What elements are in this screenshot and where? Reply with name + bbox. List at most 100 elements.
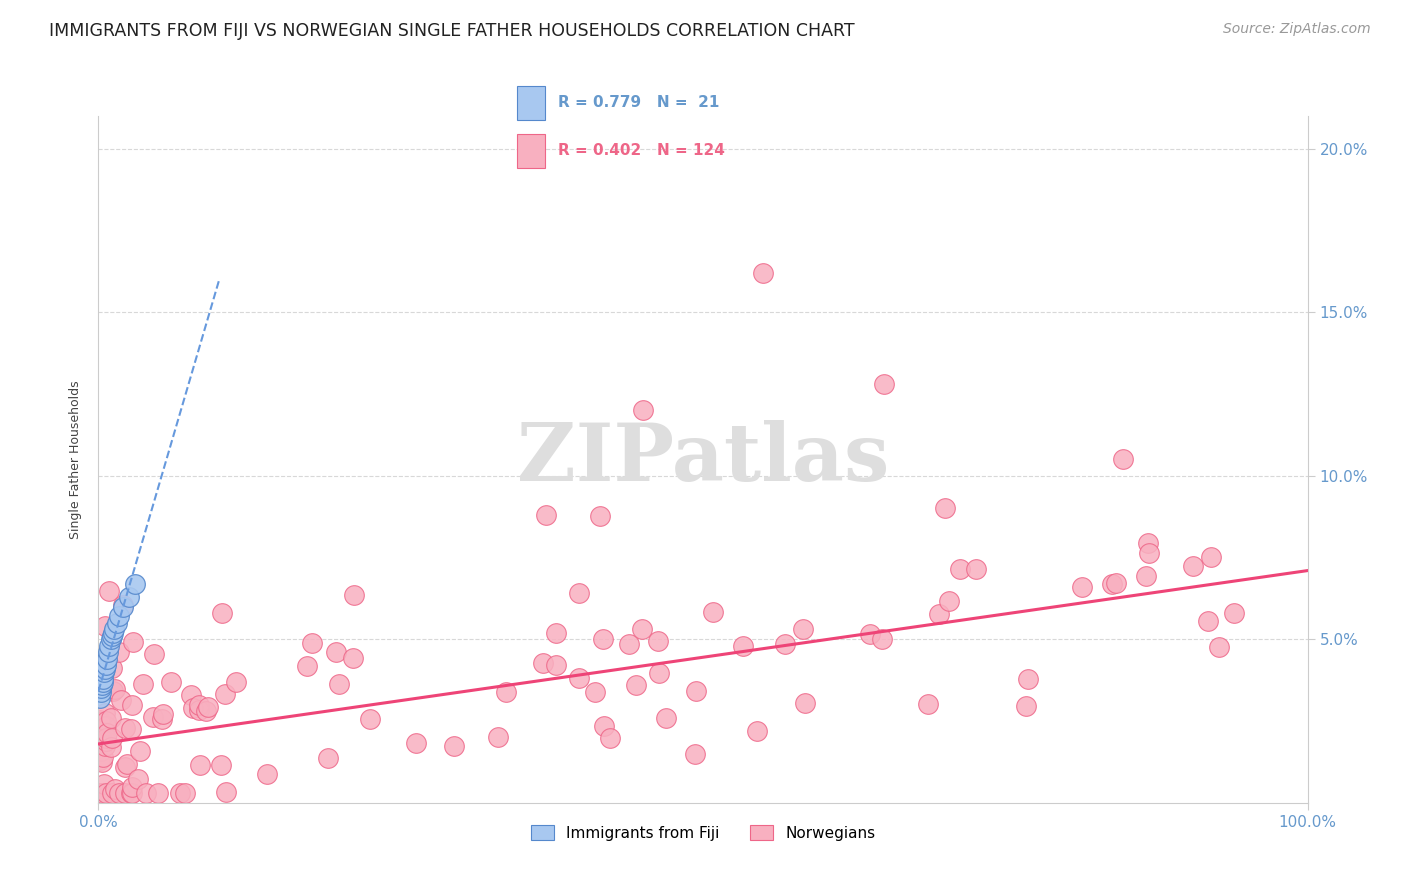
Point: [100, 731, 122, 745]
Point: [96, 731, 118, 745]
Point: [1015, 698, 1038, 713]
Point: [91, 755, 114, 769]
Point: [90, 786, 112, 800]
Point: [949, 562, 972, 576]
Point: [1104, 576, 1126, 591]
Point: [121, 635, 143, 649]
Point: [1199, 550, 1222, 565]
Point: [211, 606, 233, 620]
Point: [94, 662, 117, 676]
Point: [100, 629, 122, 643]
Point: [928, 607, 950, 621]
Point: [745, 723, 768, 738]
Point: [359, 712, 381, 726]
Point: [108, 609, 131, 624]
Point: [112, 599, 135, 613]
Point: [589, 509, 612, 524]
Point: [90, 744, 112, 758]
Point: [97, 645, 120, 659]
Point: [1137, 546, 1160, 560]
Point: [93, 706, 115, 720]
Point: [1197, 614, 1219, 628]
Point: [188, 703, 211, 717]
Point: [180, 689, 202, 703]
Point: [94, 714, 117, 729]
Point: [534, 508, 557, 522]
Point: [1017, 673, 1039, 687]
Point: [98, 639, 121, 653]
Point: [617, 637, 640, 651]
Point: [917, 697, 939, 711]
Point: [256, 767, 278, 781]
Point: [631, 403, 654, 417]
Point: [188, 698, 211, 712]
Point: [100, 740, 122, 755]
Point: [143, 647, 166, 661]
Point: [132, 677, 155, 691]
Point: [197, 699, 219, 714]
Text: ZIPatlas: ZIPatlas: [517, 420, 889, 499]
Point: [209, 757, 232, 772]
Point: [160, 675, 183, 690]
Point: [111, 599, 134, 614]
Point: [104, 781, 127, 796]
Point: [174, 786, 197, 800]
Text: R = 0.402   N = 124: R = 0.402 N = 124: [558, 144, 725, 158]
Point: [343, 588, 366, 602]
Point: [214, 785, 236, 799]
Point: [486, 730, 509, 744]
Point: [121, 723, 143, 737]
Text: IMMIGRANTS FROM FIJI VS NORWEGIAN SINGLE FATHER HOUSEHOLDS CORRELATION CHART: IMMIGRANTS FROM FIJI VS NORWEGIAN SINGLE…: [49, 22, 855, 40]
Point: [89, 714, 111, 729]
Point: [115, 756, 138, 771]
Point: [91, 674, 114, 689]
Point: [870, 632, 893, 646]
Point: [96, 786, 118, 800]
Point: [342, 651, 364, 665]
Point: [89, 786, 111, 800]
Point: [301, 636, 323, 650]
Point: [183, 701, 205, 715]
Point: [965, 561, 987, 575]
Point: [89, 753, 111, 767]
Point: [1223, 606, 1246, 620]
Point: [120, 786, 142, 800]
Point: [1112, 452, 1135, 467]
Point: [104, 681, 127, 696]
Point: [1208, 640, 1230, 654]
Point: [775, 637, 797, 651]
Point: [101, 625, 124, 640]
Point: [100, 632, 122, 647]
Point: [655, 711, 678, 725]
Point: [94, 658, 117, 673]
Point: [731, 640, 754, 654]
Point: [593, 719, 616, 733]
Point: [124, 576, 146, 591]
Point: [683, 747, 706, 761]
Point: [127, 772, 149, 786]
Point: [129, 744, 152, 758]
Point: [152, 707, 174, 722]
Point: [1071, 580, 1094, 594]
Point: [1101, 576, 1123, 591]
Point: [624, 678, 647, 692]
Point: [103, 623, 125, 637]
Point: [685, 684, 707, 698]
Point: [1182, 558, 1205, 573]
Point: [648, 666, 671, 681]
Point: [859, 627, 882, 641]
Text: R = 0.779   N =  21: R = 0.779 N = 21: [558, 95, 720, 110]
Point: [114, 721, 136, 735]
Point: [568, 586, 591, 600]
Point: [93, 665, 115, 679]
Point: [101, 661, 124, 675]
Point: [1137, 535, 1160, 549]
Point: [94, 734, 117, 748]
Point: [110, 693, 132, 707]
Point: [495, 685, 517, 699]
Point: [599, 731, 621, 746]
Point: [98, 584, 121, 599]
Bar: [517, 135, 544, 168]
Point: [316, 750, 339, 764]
Point: [567, 671, 589, 685]
